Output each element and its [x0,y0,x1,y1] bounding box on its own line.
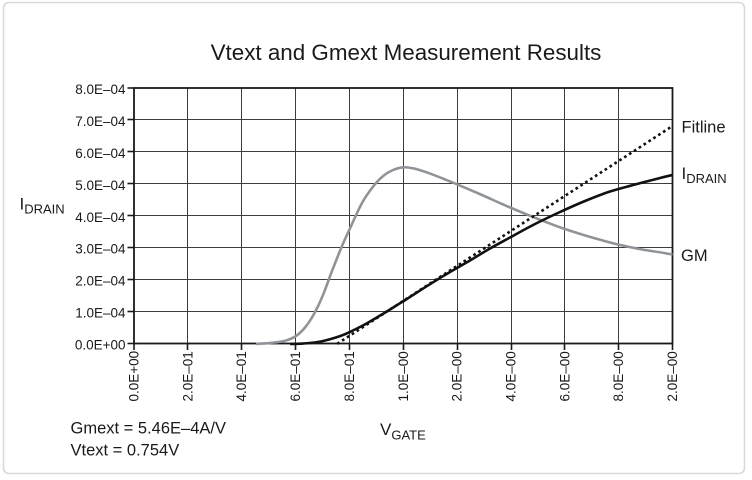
svg-text:Fitline: Fitline [682,118,726,136]
svg-text:Gmext = 5.46E–4A/V: Gmext = 5.46E–4A/V [71,420,226,438]
svg-text:2.0E–01: 2.0E–01 [180,351,195,401]
svg-text:Vtext = 0.754V: Vtext = 0.754V [71,442,180,460]
svg-text:8.0E–04: 8.0E–04 [75,82,126,97]
svg-text:2.0E–00: 2.0E–00 [450,351,465,401]
svg-text:4.0E–04: 4.0E–04 [75,210,126,225]
svg-text:7.0E–04: 7.0E–04 [75,114,126,129]
svg-text:1.0E–04: 1.0E–04 [75,306,126,321]
svg-text:Vtext and Gmext Measurement Re: Vtext and Gmext Measurement Results [211,40,602,65]
svg-text:0.0E+00: 0.0E+00 [127,351,142,402]
svg-text:2.0E–00: 2.0E–00 [665,351,680,401]
svg-text:2.0E–04: 2.0E–04 [75,274,126,289]
svg-text:5.0E–04: 5.0E–04 [75,178,126,193]
svg-text:6.0E–01: 6.0E–01 [288,351,303,401]
svg-text:4.0E–00: 4.0E–00 [504,351,519,401]
svg-text:1.0E–00: 1.0E–00 [396,351,411,401]
svg-text:6.0E–04: 6.0E–04 [75,146,126,161]
svg-text:0.0E+00: 0.0E+00 [75,338,126,353]
svg-text:3.0E–04: 3.0E–04 [75,242,126,257]
svg-text:8.0E–01: 8.0E–01 [342,351,357,401]
svg-text:8.0E–00: 8.0E–00 [611,351,626,401]
svg-text:GM: GM [681,247,708,265]
svg-text:4.0E–01: 4.0E–01 [234,351,249,401]
svg-text:6.0E–00: 6.0E–00 [557,351,572,401]
